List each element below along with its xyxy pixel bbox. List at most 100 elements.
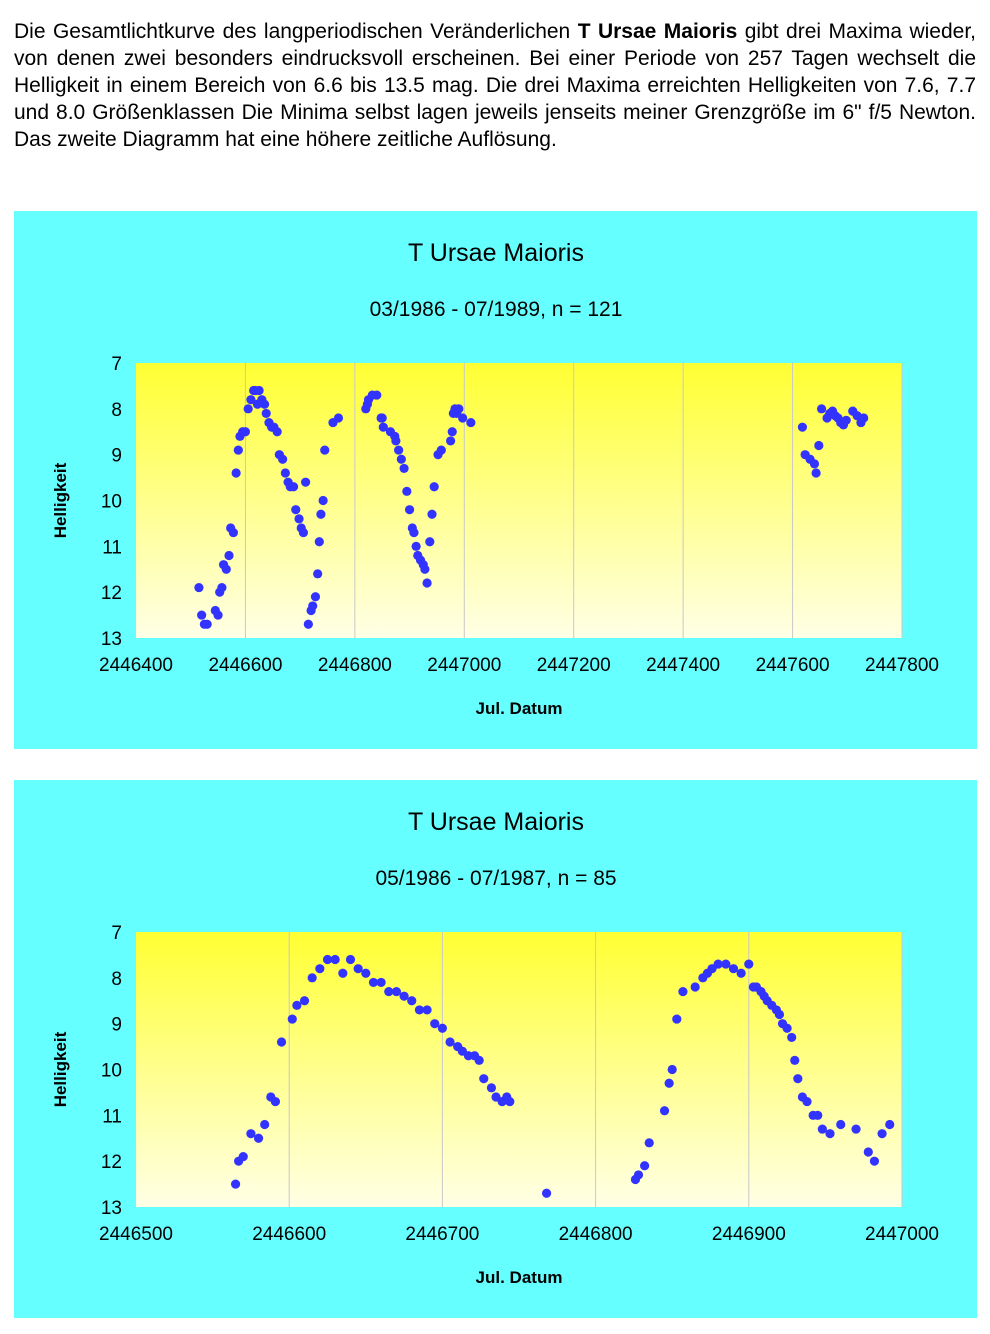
data-point [243, 404, 253, 414]
data-point [259, 399, 270, 409]
data-point [224, 550, 234, 561]
data-point [313, 569, 323, 579]
data-point [836, 1119, 846, 1130]
data-series [194, 385, 869, 629]
data-point [466, 417, 476, 428]
data-point [261, 408, 271, 419]
data-point [310, 592, 321, 602]
data-point [713, 959, 723, 969]
data-point [445, 1037, 455, 1047]
data-point [233, 445, 243, 455]
data-point [402, 486, 412, 496]
chart-overview: T Ursae Maioris 03/1986 - 07/1989, n = 12… [51, 239, 939, 718]
data-point [409, 527, 419, 538]
y-axis-label: Helligkeit [51, 1031, 70, 1107]
y-tick-label: 8 [111, 969, 122, 990]
data-point [437, 1023, 447, 1033]
x-tick-label: 2446700 [405, 1224, 479, 1245]
x-tick-label: 2447400 [646, 655, 720, 676]
data-point [793, 1074, 803, 1084]
x-axis-label: Jul. Datum [476, 1268, 563, 1287]
data-series [230, 954, 895, 1198]
data-point [486, 1083, 497, 1093]
data-point [690, 982, 700, 992]
x-tick-label: 2447000 [865, 1224, 939, 1245]
x-tick-label: 2447200 [537, 655, 611, 676]
y-tick-label: 11 [102, 1106, 122, 1127]
plot-area [136, 932, 902, 1207]
data-point [213, 610, 223, 620]
chart-subtitle: 05/1986 - 07/1987, n = 85 [375, 867, 616, 890]
data-point [353, 964, 363, 974]
data-point [736, 968, 746, 978]
chart-title: T Ursae Maioris [408, 239, 584, 267]
data-point [659, 1106, 670, 1116]
data-point [330, 954, 340, 965]
data-point [396, 454, 406, 464]
data-point [728, 964, 739, 974]
data-point [308, 601, 318, 611]
data-point [427, 509, 437, 519]
data-point [411, 541, 421, 551]
data-point [774, 1009, 785, 1020]
data-point [479, 1074, 489, 1084]
x-tick-label: 2446600 [208, 655, 282, 676]
data-point [817, 1124, 827, 1134]
y-tick-label: 12 [101, 1152, 122, 1173]
data-point [254, 385, 264, 396]
y-tick-label: 9 [111, 446, 122, 467]
intro-text-start: Die Gesamtlichtkurve des langperiodische… [14, 20, 578, 43]
data-point [447, 427, 457, 437]
data-point [721, 959, 731, 969]
data-point [420, 564, 430, 574]
data-point [863, 1147, 873, 1157]
data-point [260, 1119, 270, 1130]
data-point [640, 1161, 650, 1171]
plot-area [136, 363, 902, 638]
y-tick-label: 7 [111, 923, 122, 944]
data-point [422, 578, 432, 588]
data-point [202, 619, 212, 629]
data-point [797, 422, 808, 432]
x-tick-label: 2446600 [252, 1224, 326, 1245]
data-point [454, 404, 464, 414]
x-tick-label: 2447800 [865, 655, 939, 676]
data-point [301, 477, 311, 487]
x-tick-label: 2446500 [99, 1224, 173, 1245]
data-point [287, 1014, 297, 1024]
data-point [228, 527, 238, 538]
data-point [877, 1129, 887, 1139]
data-point [372, 390, 382, 400]
data-point [368, 977, 379, 988]
data-point [238, 1151, 248, 1162]
data-point [664, 1078, 674, 1088]
data-point [280, 468, 290, 478]
data-point [291, 505, 301, 515]
data-point [672, 1014, 682, 1024]
data-point [307, 973, 317, 983]
y-tick-label: 12 [101, 583, 122, 604]
data-point [314, 537, 324, 547]
data-point [246, 395, 256, 405]
y-tick-label: 10 [101, 1061, 122, 1082]
data-point [667, 1064, 677, 1075]
chart-title: T Ursae Maioris [408, 808, 584, 836]
data-point [394, 445, 404, 455]
data-point [404, 505, 415, 515]
data-point [378, 422, 388, 432]
data-point [384, 986, 394, 997]
data-point [399, 991, 409, 1001]
star-name: T Ursae Maioris [577, 20, 738, 43]
data-point [841, 415, 851, 425]
data-point [288, 482, 299, 492]
data-point [446, 436, 456, 446]
data-point [809, 459, 820, 469]
intro-text-rest: gibt drei Maxima wieder, von denen zwei … [14, 20, 976, 151]
data-point [376, 977, 386, 988]
data-point [377, 413, 387, 423]
data-point [272, 427, 282, 437]
data-point [787, 1032, 797, 1043]
chart-panel-overview: T Ursae Maioris 03/1986 - 07/1989, n = 12… [14, 211, 977, 749]
data-point [430, 1019, 440, 1029]
data-point [414, 1005, 425, 1015]
